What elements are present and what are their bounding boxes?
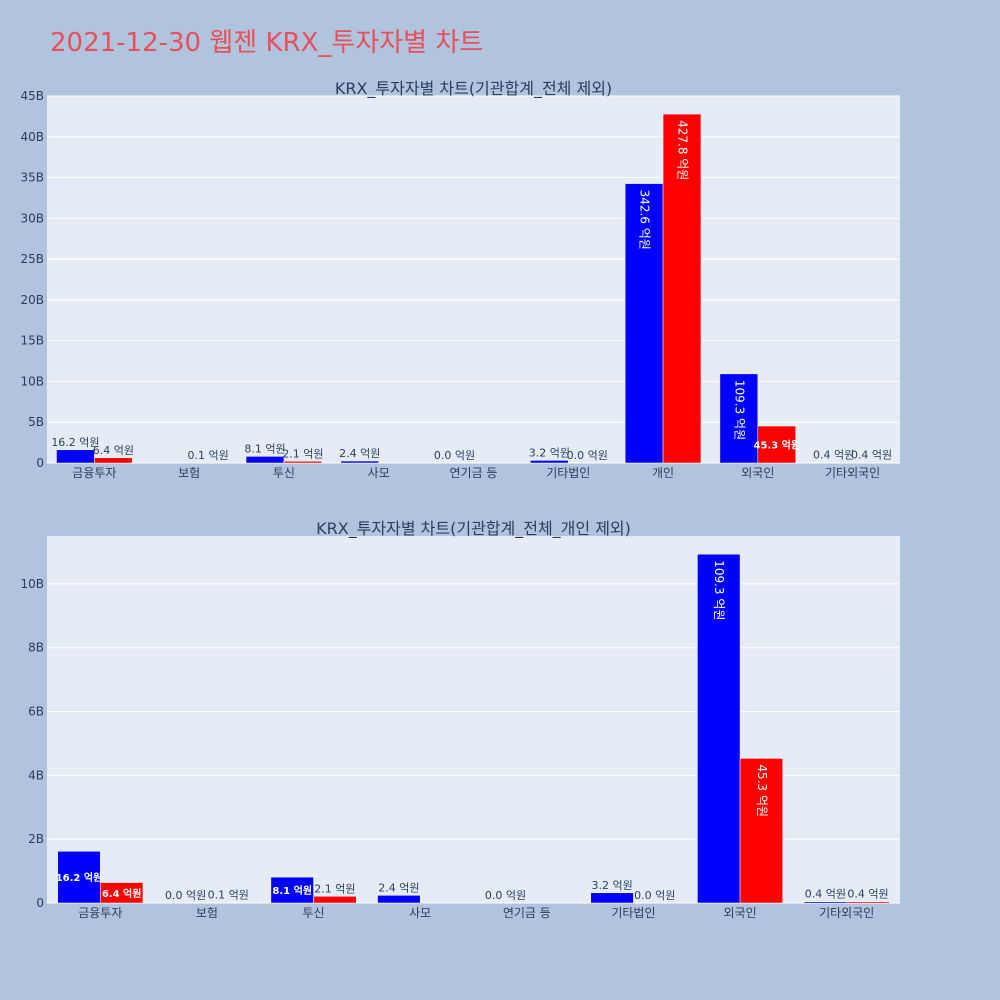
- x-tick-label: 금융투자: [72, 466, 116, 480]
- data-label: 45.3 억원: [754, 439, 801, 452]
- data-label: 8.1 억원: [244, 442, 285, 455]
- y-tick-label: 2B: [28, 832, 44, 846]
- bar-sell: [739, 758, 783, 904]
- x-tick-label: 기타외국인: [819, 906, 874, 920]
- bar-sell: [100, 882, 144, 904]
- data-label: 0.4 억원: [813, 449, 854, 462]
- bar-sell: [313, 896, 357, 904]
- x-tick-label: 사모: [368, 466, 390, 480]
- data-label: 0.4 억원: [851, 449, 892, 462]
- bar-sell: [94, 457, 133, 464]
- bar-sell: [662, 113, 702, 464]
- x-tick-label: 외국인: [741, 466, 774, 480]
- data-label: 0.1 억원: [208, 889, 249, 902]
- y-tick-label: 10B: [20, 577, 44, 591]
- data-label: 109.3 억원: [732, 380, 746, 440]
- chart-title: KRX_투자자별 차트(기관합계_전체 제외): [335, 79, 612, 99]
- bar-buy: [57, 851, 101, 904]
- data-label: 427.8 억원: [676, 120, 690, 180]
- y-tick-label: 6B: [28, 705, 44, 719]
- y-tick-label: 25B: [20, 252, 44, 266]
- data-label: 0.4 억원: [805, 888, 846, 901]
- data-label: 45.3 억원: [755, 764, 769, 817]
- data-label: 0.1 억원: [188, 449, 229, 462]
- y-tick-label: 0: [36, 456, 44, 470]
- chart-title: KRX_투자자별 차트(기관합계_전체_개인 제외): [316, 519, 631, 539]
- data-label: 2.1 억원: [314, 882, 355, 895]
- data-label: 16.2 억원: [51, 436, 99, 449]
- x-tick-label: 보험: [196, 906, 218, 920]
- data-label: 3.2 억원: [529, 446, 570, 459]
- data-label: 342.6 억원: [638, 190, 652, 250]
- bar-buy: [56, 449, 95, 464]
- y-tick-label: 35B: [20, 171, 44, 185]
- bar-buy: [340, 460, 379, 464]
- data-label: 0.4 억원: [847, 888, 888, 901]
- y-tick-label: 8B: [28, 641, 44, 655]
- bar-buy: [270, 876, 314, 904]
- x-tick-label: 투신: [273, 466, 295, 480]
- x-tick-label: 연기금 등: [450, 466, 498, 480]
- bar-buy: [803, 901, 847, 904]
- bar-buy: [719, 373, 759, 464]
- bar-sell: [846, 901, 890, 904]
- y-tick-label: 5B: [28, 415, 44, 429]
- x-tick-label: 외국인: [724, 906, 757, 920]
- y-tick-label: 15B: [20, 334, 44, 348]
- y-tick-label: 40B: [20, 130, 44, 144]
- data-label: 6.4 억원: [93, 444, 134, 457]
- x-tick-label: 투신: [303, 906, 325, 920]
- data-label: 3.2 억원: [591, 879, 632, 892]
- x-tick-label: 개인: [652, 466, 674, 480]
- data-label: 2.4 억원: [378, 881, 419, 894]
- x-tick-label: 기타법인: [611, 906, 655, 920]
- x-tick-label: 기타법인: [546, 466, 590, 480]
- data-label: 109.3 억원: [712, 560, 726, 620]
- y-tick-label: 45B: [20, 89, 44, 103]
- x-tick-label: 사모: [409, 906, 431, 920]
- data-label: 16.2 억원: [56, 871, 103, 884]
- x-tick-label: 금융투자: [78, 906, 122, 920]
- y-tick-label: 30B: [20, 211, 44, 225]
- bar-buy: [624, 183, 664, 464]
- data-label: 0.0 억원: [567, 449, 608, 462]
- page-title: 2021-12-30 웹젠 KRX_투자자별 차트: [50, 28, 484, 58]
- x-tick-label: 보험: [178, 466, 200, 480]
- bar-buy: [697, 553, 741, 904]
- data-label: 8.1 억원: [272, 884, 312, 897]
- y-tick-label: 20B: [20, 293, 44, 307]
- y-tick-label: 4B: [28, 768, 44, 782]
- data-label: 0.0 억원: [434, 449, 475, 462]
- y-tick-label: 10B: [20, 374, 44, 388]
- bar-buy: [245, 456, 285, 464]
- x-tick-label: 연기금 등: [503, 906, 551, 920]
- bar-sell: [283, 461, 323, 464]
- bar-sell: [757, 425, 796, 464]
- x-tick-label: 기타외국인: [825, 466, 880, 480]
- bar-buy: [590, 892, 634, 904]
- bar-buy: [530, 460, 569, 464]
- data-label: 0.0 억원: [485, 889, 526, 902]
- chart-2: 0 2B 4B 6B 8B 10B KRX_투자자별 차트(기관합계_전체_개인 제외) 금융…: [20, 519, 900, 920]
- data-label: 0.0 억원: [165, 889, 206, 902]
- bar-buy: [377, 895, 421, 904]
- chart-1: 0 5B 10B 15B 20B 25B 30B 35B 40B 45B KRX_투자자별 차트(기…: [20, 79, 900, 480]
- data-label: 6.4 억원: [102, 887, 142, 900]
- y-tick-label: 0: [36, 896, 44, 910]
- plot-area: [47, 96, 900, 463]
- data-label: 0.0 억원: [634, 889, 675, 902]
- data-label: 2.1 억원: [282, 447, 323, 460]
- data-label: 2.4 억원: [339, 447, 380, 460]
